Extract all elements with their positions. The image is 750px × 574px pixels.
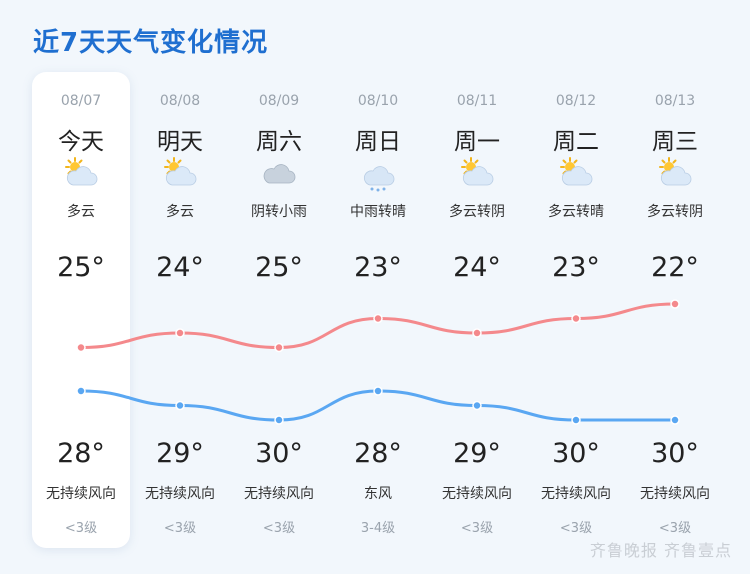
wind-direction: 无持续风向 [442, 486, 512, 502]
day-column[interactable]: 08/11 周一 多云转阴 24° 29° 无持续风向 <3级 [428, 72, 526, 548]
low-temp-point [274, 415, 284, 425]
day-column[interactable]: 08/13 周三 多云转阴 22° 30° 无持续风向 <3级 [626, 72, 724, 548]
low-temp: 30° [255, 438, 303, 469]
partly-cloudy-icon [162, 156, 198, 192]
wind-level: <3级 [64, 521, 98, 536]
day-column[interactable]: 08/12 周二 多云转晴 23° 30° 无持续风向 <3级 [527, 72, 625, 548]
day-name: 周日 [355, 129, 401, 155]
day-date: 08/10 [357, 93, 399, 109]
day-condition: 多云转阴 [449, 204, 505, 220]
low-temp-point [571, 415, 581, 425]
day-date: 08/07 [60, 93, 102, 109]
wind-level: <3级 [559, 521, 593, 536]
high-temp-point [76, 342, 86, 353]
day-column[interactable]: 08/09 周六 阴转小雨 25° 30° 无持续风向 <3级 [230, 72, 328, 548]
day-name: 周三 [652, 129, 698, 155]
high-temp-point [175, 328, 185, 338]
high-temp-point [571, 313, 581, 324]
day-column[interactable]: 08/07 今天 多云 25° 28° 无持续风向 <3级 [32, 72, 130, 548]
low-temp: 30° [651, 438, 699, 469]
day-name: 周一 [454, 129, 500, 155]
wind-direction: 无持续风向 [541, 486, 611, 502]
wind-direction: 无持续风向 [244, 486, 314, 502]
wind-direction: 无持续风向 [640, 486, 710, 502]
overcast-icon [261, 156, 297, 192]
day-condition: 多云 [166, 204, 194, 220]
day-date: 08/08 [159, 93, 201, 109]
day-date: 08/11 [456, 93, 498, 109]
page-title: 近7天天气变化情况 [33, 28, 269, 58]
wind-level: <3级 [658, 521, 692, 536]
day-condition: 多云 [67, 204, 95, 220]
day-name: 周六 [256, 129, 302, 155]
partly-cloudy-icon [63, 156, 99, 192]
low-temp-point [670, 415, 680, 425]
today-card[interactable] [32, 72, 130, 548]
low-temp: 28° [354, 438, 402, 469]
day-condition: 阴转小雨 [251, 204, 307, 220]
wind-level: 3-4级 [360, 521, 396, 536]
day-date: 08/13 [654, 93, 696, 109]
low-temp-point [76, 386, 86, 396]
high-temp-point [373, 313, 383, 324]
day-column[interactable]: 08/08 明天 多云 24° 29° 无持续风向 <3级 [131, 72, 229, 548]
rain-icon [360, 156, 396, 192]
low-temp: 29° [156, 438, 204, 469]
high-temp: 23° [552, 252, 600, 283]
high-temp-point [472, 328, 482, 338]
wind-level: <3级 [163, 521, 197, 536]
wind-direction: 无持续风向 [46, 486, 116, 502]
high-temp-point [670, 299, 680, 309]
high-temp: 25° [255, 252, 303, 283]
high-temp-line [80, 302, 676, 350]
wind-direction: 东风 [364, 486, 392, 502]
low-temp-point [175, 400, 185, 411]
low-temp-point [373, 386, 383, 396]
high-temp: 24° [156, 252, 204, 283]
wind-level: <3级 [262, 521, 296, 536]
day-name: 明天 [157, 129, 203, 155]
wind-level: <3级 [460, 521, 494, 536]
day-name: 周二 [553, 129, 599, 155]
high-temp: 23° [354, 252, 402, 283]
day-date: 08/12 [555, 93, 597, 109]
day-name: 今天 [58, 129, 104, 155]
day-condition: 中雨转晴 [350, 204, 406, 220]
high-temp: 25° [57, 252, 105, 283]
low-temp: 29° [453, 438, 501, 469]
partly-cloudy-icon [558, 156, 594, 192]
day-column[interactable]: 08/10 周日 中雨转晴 23° 28° 东风 3-4级 [329, 72, 427, 548]
day-condition: 多云转晴 [548, 204, 604, 220]
high-temp: 22° [651, 252, 699, 283]
low-temp: 28° [57, 438, 105, 469]
day-condition: 多云转阴 [647, 204, 703, 220]
partly-cloudy-icon [459, 156, 495, 192]
high-temp: 24° [453, 252, 501, 283]
wind-direction: 无持续风向 [145, 486, 215, 502]
partly-cloudy-icon [657, 156, 693, 192]
watermark: 齐鲁晚报 齐鲁壹点 [589, 541, 732, 560]
day-date: 08/09 [258, 93, 300, 109]
low-temp-point [472, 400, 482, 411]
high-temp-point [274, 342, 284, 353]
low-temp: 30° [552, 438, 600, 469]
